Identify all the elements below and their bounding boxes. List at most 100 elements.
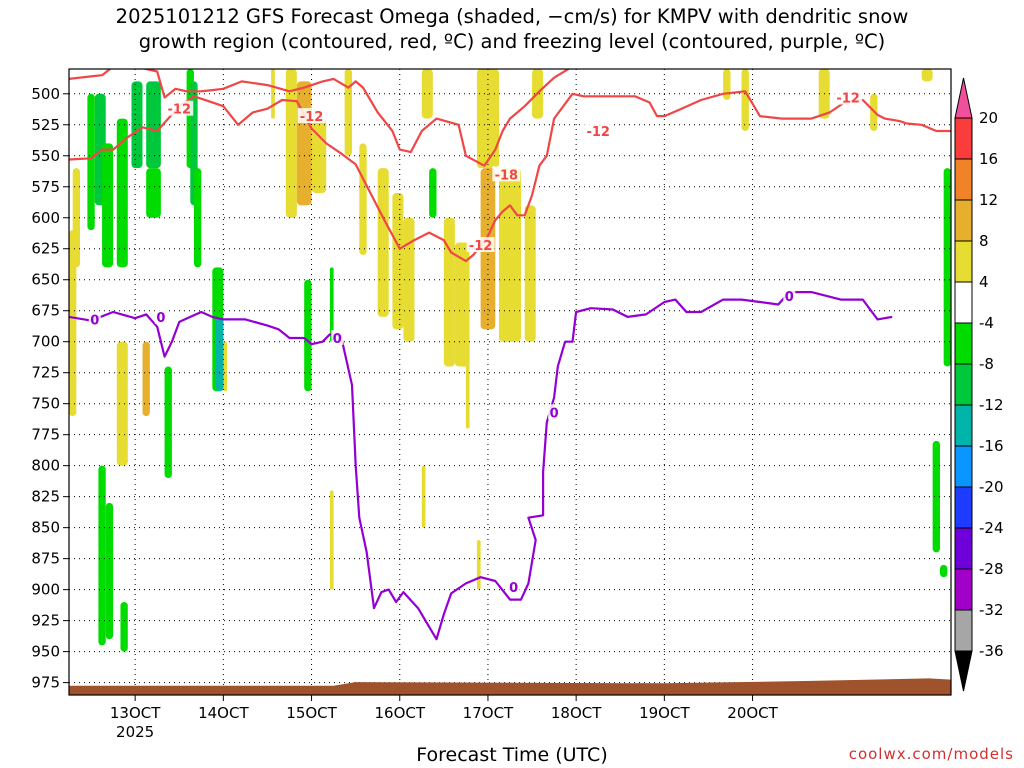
freezing-contour-label: 0 [333,332,342,347]
colorbar-label: 4 [979,273,989,291]
y-tick-label: 725 [31,364,60,382]
x-tick-label: 14OCT [198,704,249,722]
colorbar-bin [954,445,973,488]
y-tick-label: 800 [31,457,60,475]
omega-cell [943,168,951,367]
omega-cell [392,192,404,330]
colorbar-bottom-arrow [954,650,973,692]
omega-cell [443,217,455,367]
omega-cell [329,490,334,590]
omega-cell [120,602,128,652]
omega-cell [403,217,415,342]
y-tick-label: 525 [31,116,60,134]
y-tick-label: 675 [31,302,60,320]
y-tick-label: 600 [31,209,60,227]
freezing-contour-label: 0 [785,290,794,305]
omega-cell [105,502,114,640]
colorbar-label: 16 [979,150,998,168]
omega-cell [421,465,426,528]
y-tick-label: 500 [31,85,60,103]
plot-area [69,69,951,695]
y-tick-label: 925 [31,612,60,630]
dgz-contour-label-bg [466,237,495,253]
freezing-contour-label: 0 [90,313,99,328]
omega-cell [498,168,522,342]
x-tick-label: 15OCT [286,704,337,722]
omega-cell [359,143,367,255]
omega-cell [116,341,128,466]
colorbar-label: 20 [979,109,998,127]
colorbar-label: -20 [979,478,1004,496]
omega-cell [216,316,224,392]
y-tick-label: 825 [31,488,60,506]
omega-cell [193,168,202,268]
x-tick-label: 19OCT [639,704,690,722]
freezing-level-contour [69,291,893,641]
omega-cell [311,118,327,193]
chart-title: 2025101212 GFS Forecast Omega (shaded, −… [0,4,1024,54]
y-tick-label: 700 [31,333,60,351]
contours: -12 -12 -18 -12 -12 -12 0 0 0 0 0 0 [69,69,951,641]
colorbar-label: -36 [979,642,1004,660]
plot-frame [68,68,952,696]
freezing-contour-label-bg [507,579,520,595]
y-tick-label: 875 [31,550,60,568]
x-tick-label: 18OCT [551,704,602,722]
y-tick-label: 850 [31,519,60,537]
colorbar-label: 8 [979,232,989,250]
dgz-contour-label-bg [834,89,863,105]
freezing-contour-label-bg [548,404,561,420]
freezing-contour-label: 0 [509,581,518,596]
omega-cell [146,168,161,218]
colorbar-label: -24 [979,519,1004,537]
y-tick-label: 950 [31,643,60,661]
dgz-upper-contour [69,69,571,167]
chart-title-line2: growth region (contoured, red, ºC) and f… [138,30,886,53]
omega-cell [377,168,389,317]
colorbar-top-arrow [954,77,973,119]
colorbar-bin [954,609,973,652]
y-tick-label: 575 [31,178,60,196]
y-tick-label: 750 [31,395,60,413]
colorbar-bin [954,363,973,406]
omega-cell [524,205,536,342]
omega-cell [69,230,77,417]
y-tick-label: 775 [31,426,60,444]
omega-cell [223,341,228,392]
colorbar-bin [954,486,973,529]
colorbar-bin [954,199,973,242]
omega-cell [98,465,106,646]
omega-cell [939,564,948,578]
dgz-contour-label-bg [492,166,521,182]
colorbar-label: -12 [979,396,1004,414]
omega-cell [465,341,470,429]
colorbar-bin [954,117,973,160]
colorbar-label: -32 [979,601,1004,619]
dgz-contour-label: -12 [586,125,610,140]
credit-link[interactable]: coolwx.com/models [848,745,1014,763]
y-tick-label: 900 [31,581,60,599]
x-tick-sublabel: 2025 [116,723,154,741]
omega-cell [932,440,940,553]
colorbar-label: -8 [979,355,994,373]
omega-cell [142,341,150,417]
colorbar-bin [954,322,973,365]
colorbar: 20 16 12 8 4 -4 -8 -12 -16 -20 -24 -28 -32 -36 [954,77,1004,692]
terrain-layer [69,678,951,695]
omega-cell [723,69,731,100]
terrain-fill [69,678,951,695]
omega-cell [131,81,143,169]
dgz-contour-label-bg [584,122,613,138]
colorbar-bin [954,404,973,447]
dgz-contour-label: -18 [495,168,519,183]
omega-cell [102,143,114,268]
omega-cell [454,242,470,367]
dgz-contour-label: -12 [469,239,493,254]
omega-cell [429,168,437,218]
omega-cell [304,279,312,392]
grid [69,69,951,695]
dgz-contour-label-bg [165,100,194,116]
omega-cell [476,540,481,590]
colorbar-bin [954,240,973,283]
